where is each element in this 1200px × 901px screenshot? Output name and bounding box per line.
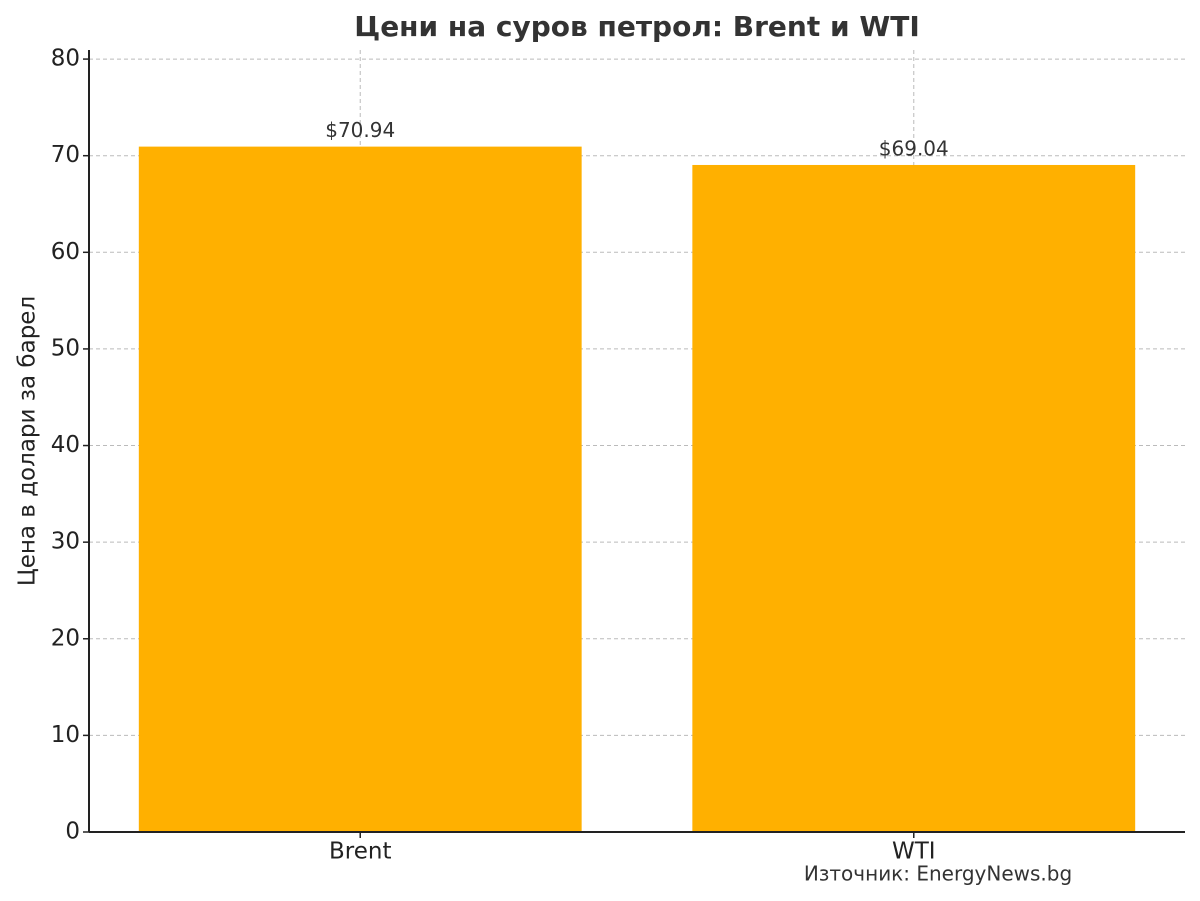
bar [138, 146, 582, 833]
value-label: $70.94 [325, 118, 395, 142]
x-tick-label: WTI [892, 839, 936, 865]
y-tick-label: 80 [51, 46, 80, 72]
y-axis-label: Цена в долари за барел [15, 296, 41, 586]
y-tick-label: 20 [51, 625, 80, 651]
y-tick-label: 60 [51, 239, 80, 265]
y-tick-label: 0 [65, 819, 80, 845]
y-tick-label: 10 [51, 722, 80, 748]
value-label: $69.04 [879, 136, 949, 160]
x-tick-label: Brent [329, 839, 391, 865]
y-tick-label: 30 [51, 529, 80, 555]
y-tick-label: 50 [51, 335, 80, 361]
y-tick-label: 70 [51, 142, 80, 168]
chart-title: Цени на суров петрол: Brent и WTI [354, 10, 920, 43]
y-tick-label: 40 [51, 432, 80, 458]
source-note: Източник: EnergyNews.bg [804, 862, 1072, 886]
bar [692, 164, 1136, 833]
